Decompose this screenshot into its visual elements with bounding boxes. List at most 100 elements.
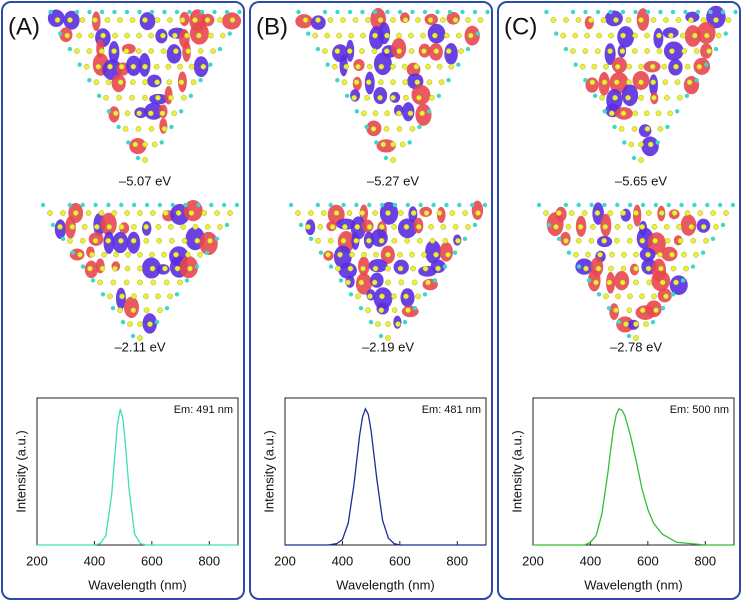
atom: [302, 17, 309, 23]
atom: [405, 307, 411, 314]
hydrogen: [563, 202, 569, 208]
atom: [390, 94, 396, 101]
atom: [107, 63, 113, 70]
atom: [179, 17, 186, 23]
atom: [655, 110, 662, 117]
atom: [713, 224, 719, 230]
atom: [136, 110, 143, 117]
atom: [403, 224, 410, 230]
atom: [137, 279, 143, 286]
atom: [401, 63, 408, 70]
atom: [47, 210, 53, 216]
atom: [638, 157, 644, 163]
hydrogen: [708, 9, 713, 15]
hydrogen: [296, 9, 301, 15]
atom: [142, 157, 148, 163]
atom: [148, 32, 154, 39]
atom: [590, 224, 596, 230]
atom: [103, 94, 109, 101]
atom: [171, 110, 178, 117]
atom: [384, 32, 390, 39]
hydrogen: [460, 9, 465, 15]
atom: [575, 17, 582, 23]
atom: [465, 224, 471, 230]
hydrogen: [570, 9, 576, 15]
atom: [647, 141, 654, 148]
atom: [79, 17, 86, 23]
atom: [125, 251, 131, 258]
atom: [620, 265, 627, 272]
atom: [652, 237, 658, 244]
atom: [445, 251, 451, 258]
atom: [217, 224, 223, 230]
atom: [601, 237, 608, 244]
emission-label: Em: 500 nm: [670, 404, 729, 416]
atom: [440, 224, 447, 230]
atom: [582, 48, 589, 54]
x-tick-label: 200: [274, 553, 296, 568]
atom: [556, 210, 562, 216]
atom: [327, 17, 334, 23]
hydrogen: [198, 78, 203, 83]
atom: [415, 224, 422, 230]
hydrogen: [209, 202, 214, 208]
atom: [639, 307, 646, 314]
atom: [409, 251, 415, 258]
atom: [651, 293, 657, 300]
atom: [684, 63, 691, 70]
atom: [149, 251, 155, 258]
atom: [154, 79, 161, 86]
molecule-orbital: [40, 200, 240, 341]
atom: [167, 293, 173, 300]
atom: [167, 224, 174, 230]
atom: [397, 265, 404, 272]
atom: [162, 210, 169, 216]
hydrogen: [126, 140, 131, 145]
hydrogen: [417, 124, 422, 130]
atom: [69, 224, 76, 230]
atom: [166, 79, 173, 86]
atom: [411, 279, 418, 286]
atom: [207, 237, 213, 244]
atom: [371, 279, 378, 286]
atom: [162, 265, 168, 272]
orbital-lobe: [370, 228, 388, 247]
atom: [67, 17, 73, 23]
atom: [625, 79, 632, 86]
x-tick-label: 400: [332, 553, 354, 568]
hydrogen: [288, 202, 294, 208]
hydrogen: [392, 202, 398, 208]
atom: [366, 63, 373, 70]
atom: [190, 79, 197, 86]
hydrogen: [360, 9, 365, 15]
atom: [341, 79, 348, 86]
hydrogen: [595, 9, 601, 15]
atom: [452, 17, 459, 23]
atom: [143, 237, 150, 244]
atom: [81, 224, 88, 230]
atom: [663, 224, 670, 230]
hydrogen: [70, 250, 76, 255]
atom: [651, 94, 657, 101]
atom: [366, 237, 372, 244]
x-axis-title: Wavelength (nm): [584, 577, 683, 592]
hydrogen: [347, 9, 353, 15]
hydrogen: [710, 236, 716, 241]
orbital-lobe: [617, 26, 635, 48]
atom: [658, 265, 664, 272]
hydrogen: [368, 319, 374, 325]
atom: [365, 17, 371, 23]
hydrogen: [308, 236, 314, 241]
atom: [343, 63, 350, 70]
atom: [137, 265, 143, 272]
hydrogen: [554, 31, 559, 36]
atom: [98, 210, 105, 216]
hydrogen: [130, 333, 136, 339]
hydrogen: [465, 46, 471, 52]
atom: [180, 224, 186, 230]
atom: [192, 224, 199, 230]
hydrogen: [482, 202, 488, 208]
atom: [396, 126, 403, 132]
atom: [633, 321, 639, 327]
